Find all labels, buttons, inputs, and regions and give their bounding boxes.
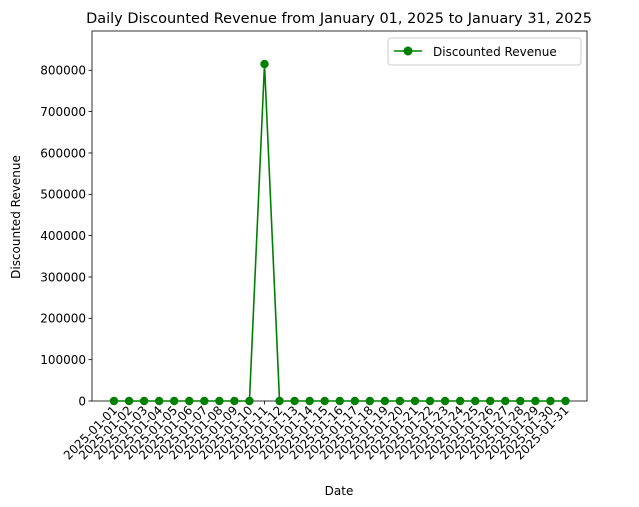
y-tick-label: 800000: [40, 64, 86, 78]
y-tick-label: 100000: [40, 353, 86, 367]
data-point: [516, 396, 525, 406]
legend-box: [387, 37, 582, 66]
legend-entry-discounted-revenue: Discounted Revenue: [433, 45, 557, 59]
x-axis-ticks: 2025-01-012025-01-022025-01-032025-01-04…: [61, 401, 572, 462]
y-tick-label: 0: [78, 394, 86, 408]
y-tick-label: 500000: [40, 188, 86, 202]
data-point: [395, 396, 405, 406]
data-point: [440, 396, 450, 406]
legend-marker: [403, 46, 413, 56]
data-point: [546, 396, 555, 406]
data-point: [109, 396, 119, 406]
data-point: [215, 396, 224, 406]
y-tick-label: 200000: [40, 312, 86, 326]
chart-title: Daily Discounted Revenue from January 01…: [86, 11, 592, 27]
y-tick-label: 300000: [40, 270, 86, 284]
plot-frame: [91, 30, 588, 402]
data-point: [350, 396, 359, 406]
y-tick-label: 700000: [40, 105, 86, 119]
data-point: [275, 396, 284, 406]
y-tick-label: 600000: [40, 146, 86, 160]
data-point: [139, 396, 149, 406]
data-point: [410, 396, 420, 406]
data-point: [455, 396, 465, 406]
data-point: [260, 59, 269, 69]
y-tick-label: 400000: [40, 229, 86, 243]
data-point: [245, 396, 254, 406]
data-point: [486, 396, 495, 406]
plot-area: [91, 30, 588, 402]
y-axis-label: Discounted Revenue: [9, 155, 23, 279]
x-axis-label: Date: [325, 484, 354, 498]
data-point: [290, 396, 299, 406]
series-line-discounted-revenue: [114, 63, 566, 402]
legend: Discounted Revenue: [387, 37, 582, 66]
data-point: [185, 396, 194, 406]
data-point: [380, 396, 390, 406]
data-point: [365, 396, 375, 406]
data-point: [531, 396, 540, 406]
data-point: [320, 396, 329, 406]
data-point: [561, 396, 570, 406]
data-point: [501, 396, 510, 406]
y-axis-ticks: 0 100000 200000 300000 400000 500000 600000 700…: [40, 64, 92, 408]
data-point: [124, 396, 134, 406]
data-point: [200, 396, 209, 406]
data-point: [335, 396, 344, 406]
data-point: [305, 396, 314, 406]
series-layer: [109, 59, 570, 406]
data-point: [170, 396, 179, 406]
data-point: [230, 396, 239, 406]
data-point: [154, 396, 164, 406]
data-point: [471, 396, 480, 406]
data-point: [425, 396, 435, 406]
